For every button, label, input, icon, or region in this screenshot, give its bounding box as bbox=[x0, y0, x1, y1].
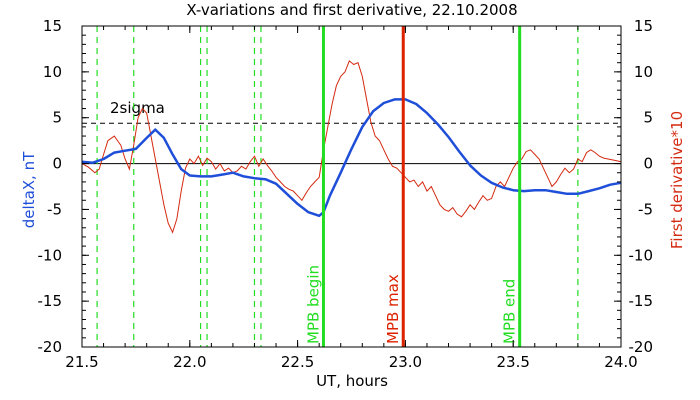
y-left-tick-label: -15 bbox=[38, 292, 63, 310]
x-axis: 21.5 22.0 22.5 23.0 23.5 24.0 bbox=[65, 26, 638, 371]
y-left-tick-label: -20 bbox=[38, 338, 63, 356]
y-left-tick-label: 5 bbox=[52, 109, 62, 127]
y-axis-right: -20 -15 -10 -5 0 5 10 15 bbox=[614, 17, 653, 356]
mpb-line-label: MPB max bbox=[384, 274, 402, 344]
mpb-line-label: MPB begin bbox=[304, 265, 322, 344]
y-right-tick-label: -10 bbox=[629, 246, 654, 264]
series-deltax-line bbox=[81, 98, 622, 218]
y-axis-left: -20 -15 -10 -5 0 5 10 15 bbox=[38, 17, 89, 356]
y-left-tick-label: -5 bbox=[47, 200, 62, 218]
plot-area: 2sigma MPB begin MPB max MPB end bbox=[81, 26, 622, 347]
y-right-tick-label: 5 bbox=[643, 109, 653, 127]
series-derivative-line bbox=[81, 60, 622, 234]
y-axis-left-title: deltaX, nT bbox=[20, 151, 38, 228]
x-axis-title: UT, hours bbox=[316, 372, 388, 390]
sigma-label: 2sigma bbox=[110, 99, 165, 117]
x-tick-label: 23.5 bbox=[496, 353, 529, 371]
mpb-line-label: MPB end bbox=[501, 279, 519, 344]
y-left-tick-label: 0 bbox=[52, 155, 62, 173]
y-right-tick-label: 0 bbox=[643, 155, 653, 173]
y-left-tick-label: 15 bbox=[43, 17, 62, 35]
y-right-tick-label: 15 bbox=[634, 17, 653, 35]
y-right-tick-label: -20 bbox=[629, 338, 654, 356]
chart-title: X-variations and first derivative, 22.10… bbox=[186, 1, 517, 19]
y-axis-right-title: First derivative*10 bbox=[668, 111, 686, 249]
x-tick-label: 22.0 bbox=[173, 353, 206, 371]
y-left-tick-label: -10 bbox=[38, 246, 63, 264]
y-right-tick-label: 10 bbox=[634, 63, 653, 81]
x-tick-label: 21.5 bbox=[65, 353, 98, 371]
y-left-tick-label: 10 bbox=[43, 63, 62, 81]
y-right-tick-label: -15 bbox=[629, 292, 654, 310]
x-tick-label: 22.5 bbox=[281, 353, 314, 371]
plot-frame bbox=[81, 25, 622, 348]
y-right-tick-label: -5 bbox=[638, 200, 653, 218]
x-tick-label: 24.0 bbox=[604, 353, 637, 371]
x-tick-label: 23.0 bbox=[389, 353, 422, 371]
